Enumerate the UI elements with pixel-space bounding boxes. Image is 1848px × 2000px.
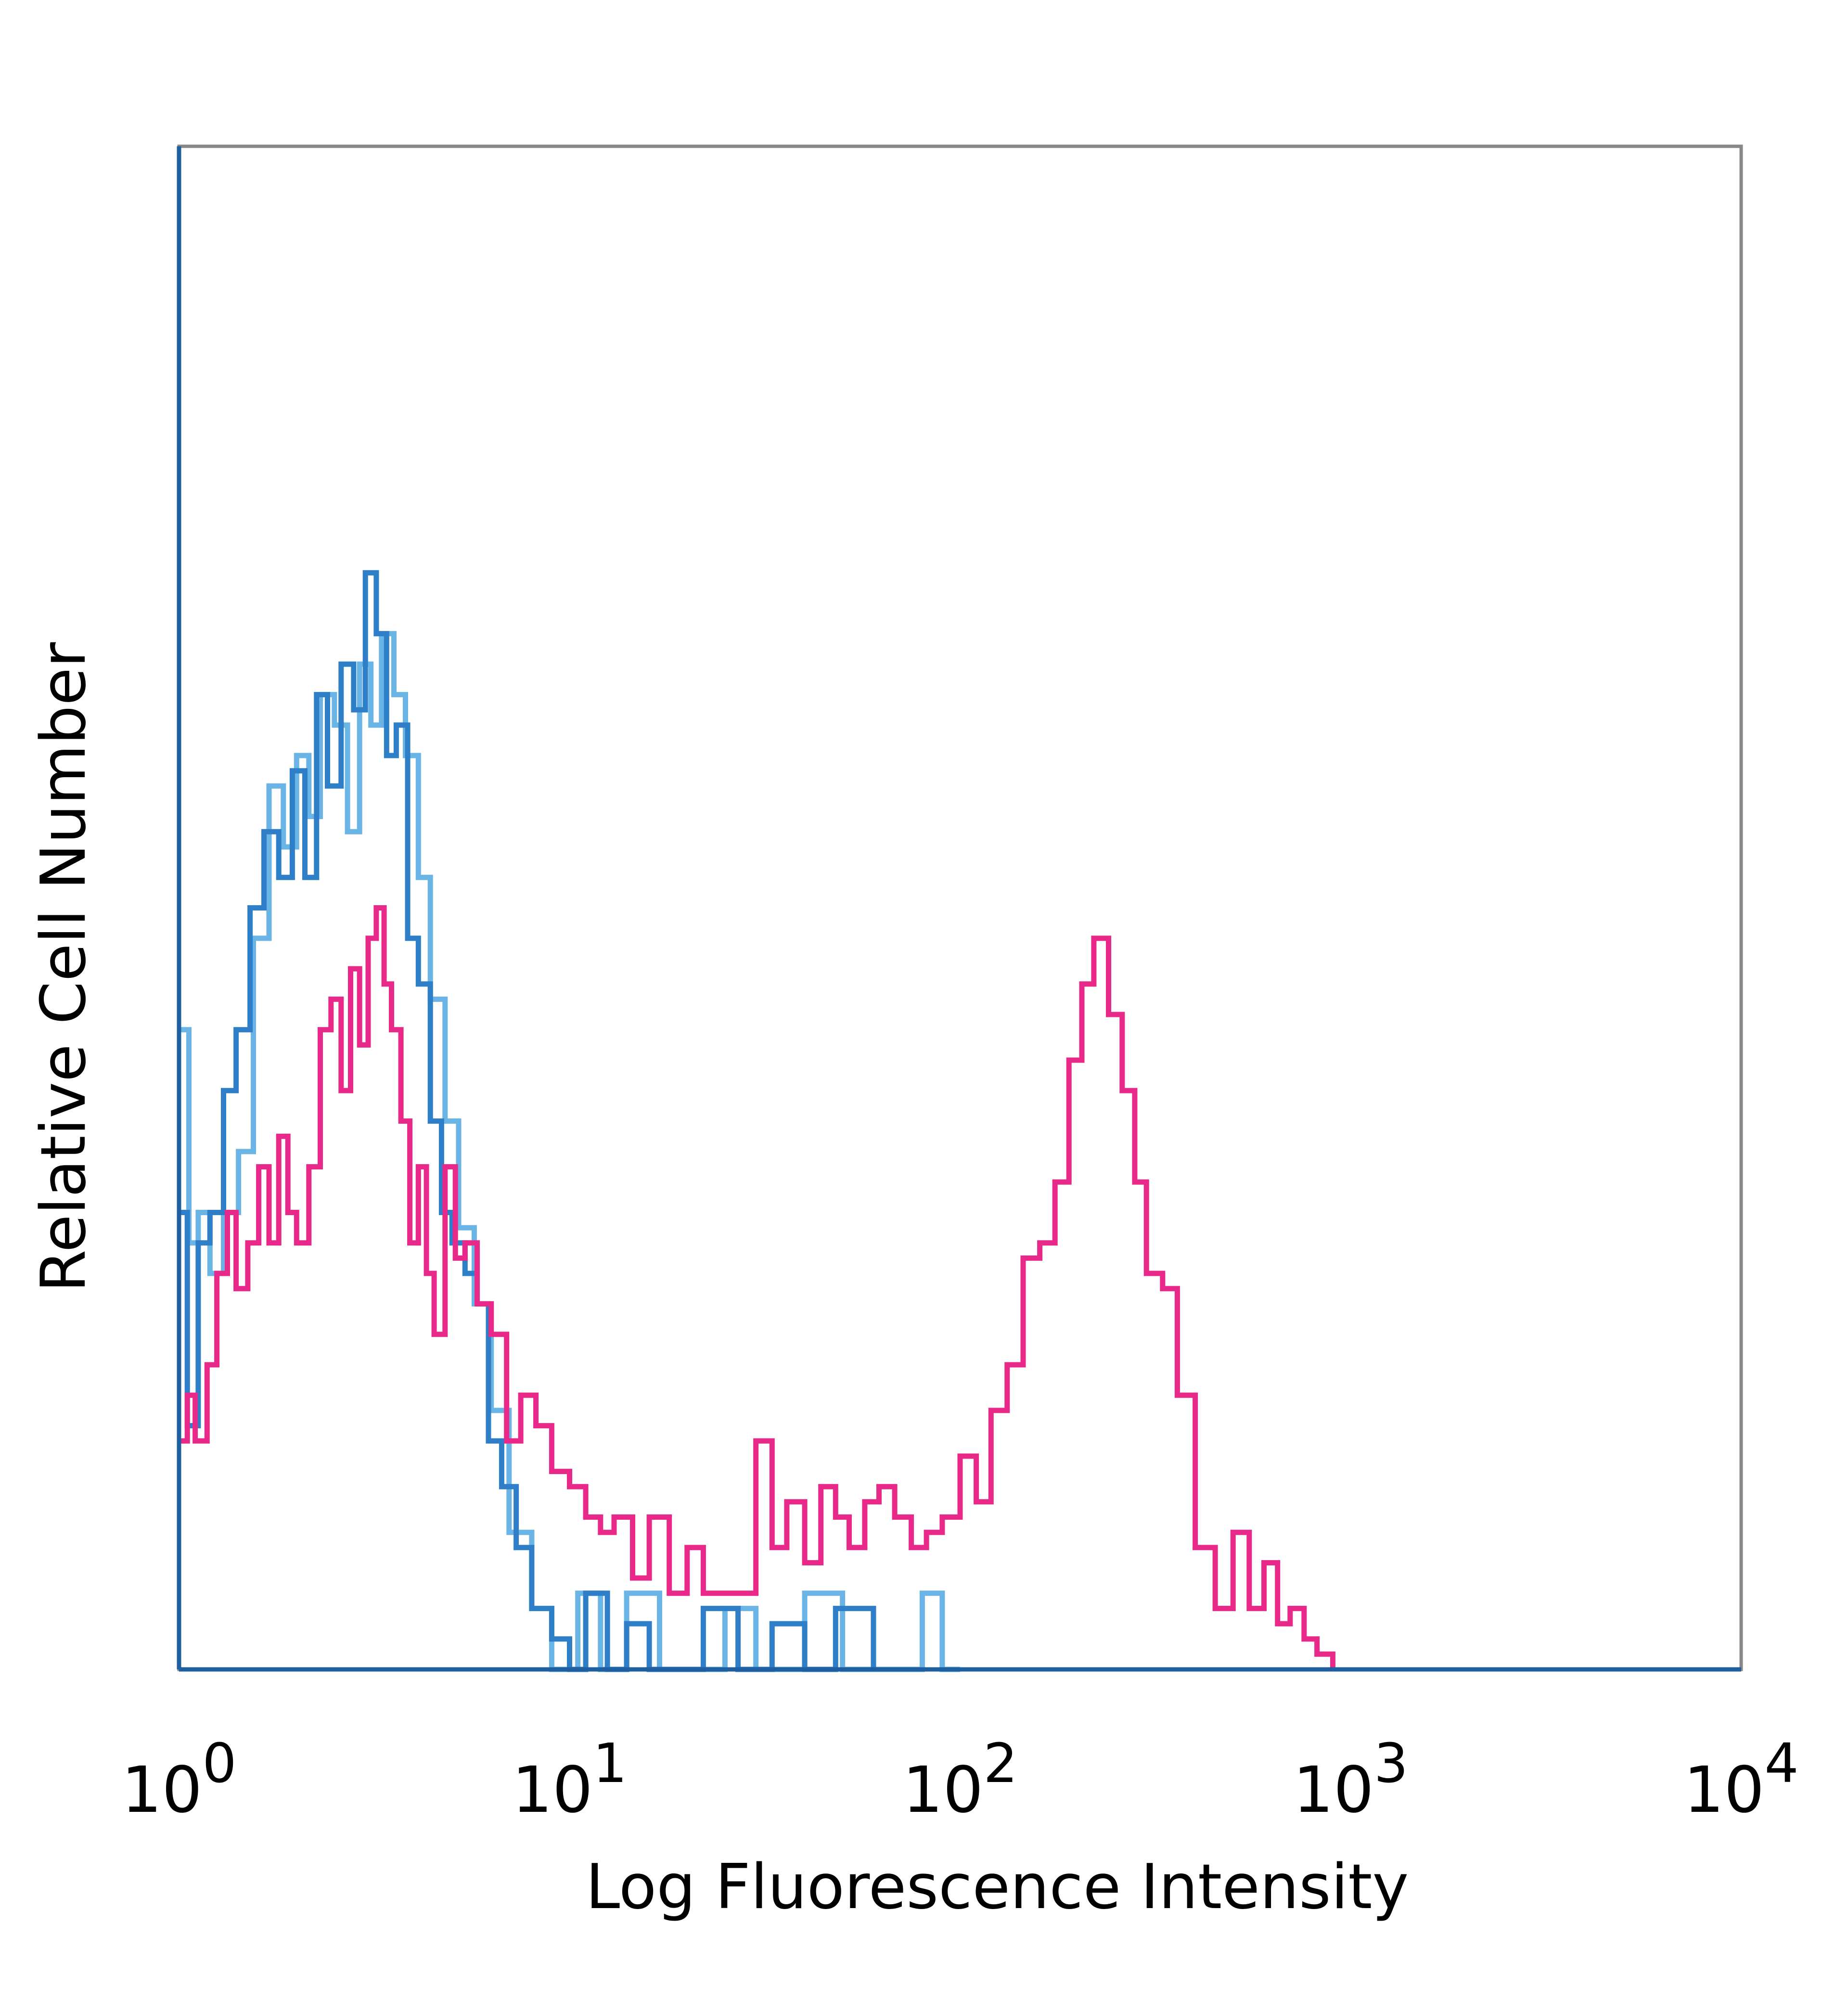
series-line-2 [179, 570, 876, 1672]
plot-frame [177, 144, 1743, 1671]
x-tick-label: 104 [1683, 1732, 1798, 1827]
series-layer [179, 570, 1335, 1672]
x-axis-label: Log Fluorescence Intensity [586, 1851, 1409, 1923]
x-tick-labels: 100 101 102 103 104 [121, 1732, 1798, 1827]
x-tick-label: 100 [121, 1732, 236, 1827]
x-tick-label: 102 [902, 1732, 1017, 1827]
x-tick-label: 101 [512, 1732, 627, 1827]
y-axis-label: Relative Cell Number [28, 642, 100, 1292]
series-line-1 [179, 631, 960, 1672]
series-line-3 [179, 905, 1335, 1669]
x-tick-label: 103 [1293, 1732, 1408, 1827]
